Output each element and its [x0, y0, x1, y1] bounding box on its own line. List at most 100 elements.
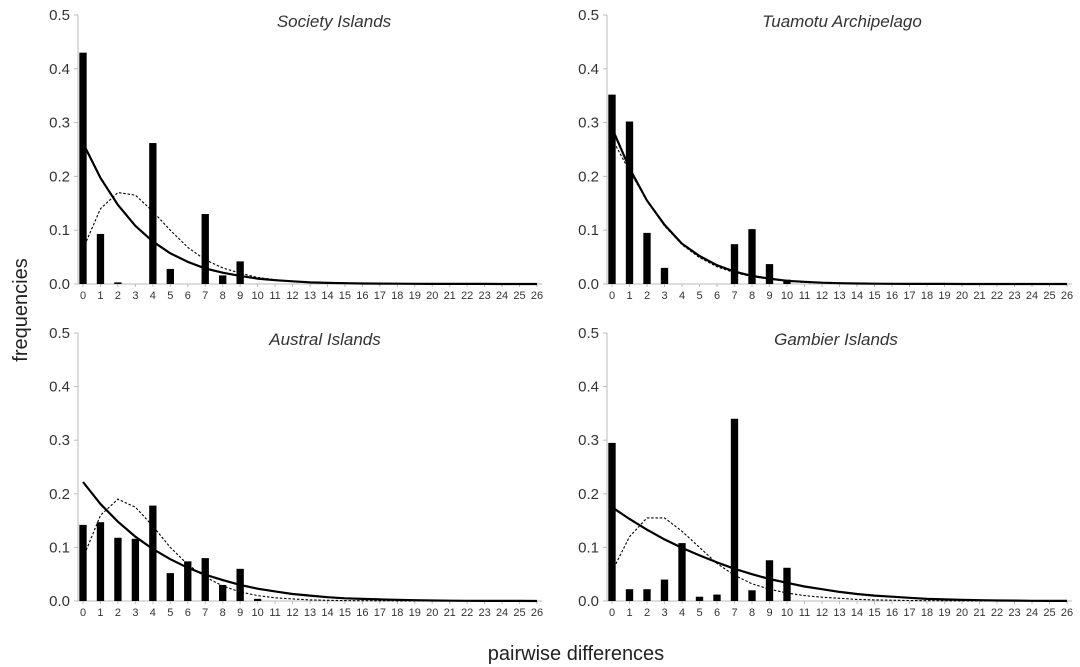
bar [79, 52, 87, 284]
x-tick-label: 14 [321, 290, 333, 302]
x-tick-label: 6 [714, 607, 720, 619]
x-tick-label: 21 [973, 290, 985, 302]
bar [149, 505, 157, 601]
panel-title: Gambier Islands [774, 330, 898, 349]
x-tick-label: 14 [321, 607, 333, 619]
x-tick-label: 25 [513, 290, 525, 302]
bar [748, 229, 756, 284]
y-tick-label: 0.5 [49, 325, 70, 342]
x-tick-label: 10 [781, 290, 793, 302]
y-tick-label: 0.2 [578, 486, 599, 503]
x-tick-label: 10 [251, 290, 263, 302]
x-tick-label: 25 [1043, 290, 1055, 302]
bar [184, 561, 192, 601]
x-tick-label: 26 [1061, 607, 1073, 619]
x-tick-label: 6 [714, 290, 720, 302]
x-tick-label: 2 [644, 290, 650, 302]
x-tick-label: 5 [167, 290, 173, 302]
x-tick-label: 8 [220, 290, 226, 302]
x-tick-label: 23 [1008, 607, 1020, 619]
bar [79, 524, 87, 601]
y-tick-label: 0.4 [49, 61, 70, 78]
x-tick-label: 1 [97, 290, 103, 302]
x-tick-label: 1 [97, 607, 103, 619]
y-tick-label: 0.2 [49, 486, 70, 503]
x-tick-label: 11 [269, 290, 280, 302]
x-tick-label: 12 [816, 290, 828, 302]
bar [149, 143, 157, 284]
bar [201, 558, 209, 601]
x-tick-label: 13 [833, 607, 845, 619]
y-tick-label: 0.3 [578, 115, 599, 132]
x-tick-label: 13 [304, 290, 316, 302]
x-tick-label: 7 [202, 607, 208, 619]
y-tick-label: 0.4 [49, 379, 70, 396]
bar [783, 567, 791, 601]
y-tick-label: 0.1 [578, 539, 599, 556]
x-tick-label: 7 [731, 290, 737, 302]
y-tick-label: 0.5 [578, 7, 599, 24]
panel-title: Society Islands [277, 12, 392, 31]
bar [730, 244, 739, 284]
x-tick-label: 2 [644, 607, 650, 619]
x-tick-label: 3 [132, 607, 138, 619]
x-tick-label: 6 [185, 290, 191, 302]
x-tick-label: 22 [461, 290, 473, 302]
x-tick-label: 4 [150, 607, 156, 619]
x-tick-label: 25 [513, 607, 525, 619]
bar [131, 538, 140, 601]
bar [678, 543, 686, 601]
x-tick-label: 18 [391, 607, 403, 619]
y-tick-label: 0.3 [49, 115, 70, 132]
x-tick-label: 26 [531, 607, 543, 619]
x-tick-label: 22 [991, 607, 1003, 619]
x-tick-label: 25 [1043, 607, 1055, 619]
y-axis-label: frequencies [10, 258, 32, 361]
y-tick-label: 0.5 [49, 7, 70, 24]
x-tick-label: 9 [766, 290, 772, 302]
dashed-curve [82, 191, 537, 285]
x-tick-label: 6 [185, 607, 191, 619]
panel-title: Austral Islands [268, 330, 381, 349]
x-tick-label: 4 [679, 290, 685, 302]
bar [748, 590, 756, 601]
x-tick-label: 0 [609, 607, 615, 619]
bar [96, 233, 105, 284]
bar [96, 522, 105, 601]
x-tick-label: 0 [80, 607, 86, 619]
panel-title: Tuamotu Archipelago [762, 12, 922, 31]
x-tick-label: 26 [1061, 290, 1073, 302]
x-tick-label: 21 [444, 607, 456, 619]
x-tick-label: 18 [391, 290, 403, 302]
bar [765, 560, 774, 601]
x-tick-label: 17 [374, 290, 386, 302]
y-tick-label: 0.3 [49, 432, 70, 449]
x-tick-label: 13 [833, 290, 845, 302]
bar [625, 121, 634, 284]
x-tick-label: 17 [903, 607, 915, 619]
x-tick-label: 7 [202, 290, 208, 302]
x-axis-label: pairwise differences [488, 643, 664, 665]
x-tick-label: 1 [626, 290, 632, 302]
x-tick-label: 8 [749, 290, 755, 302]
dashed-curve [82, 498, 537, 602]
bar [643, 589, 651, 601]
x-tick-label: 21 [444, 290, 456, 302]
bar [625, 589, 634, 601]
x-tick-label: 2 [115, 607, 121, 619]
y-tick-label: 0.5 [578, 325, 599, 342]
y-tick-label: 0.4 [578, 379, 599, 396]
x-tick-label: 26 [531, 290, 543, 302]
y-tick-label: 0.0 [49, 593, 70, 610]
x-tick-label: 11 [799, 290, 810, 302]
x-tick-label: 8 [749, 607, 755, 619]
x-tick-label: 19 [938, 607, 950, 619]
x-tick-label: 24 [496, 607, 508, 619]
y-tick-label: 0.0 [49, 276, 70, 293]
x-tick-label: 16 [886, 290, 898, 302]
bar [608, 442, 616, 601]
x-tick-label: 23 [478, 290, 490, 302]
x-tick-label: 15 [339, 290, 351, 302]
